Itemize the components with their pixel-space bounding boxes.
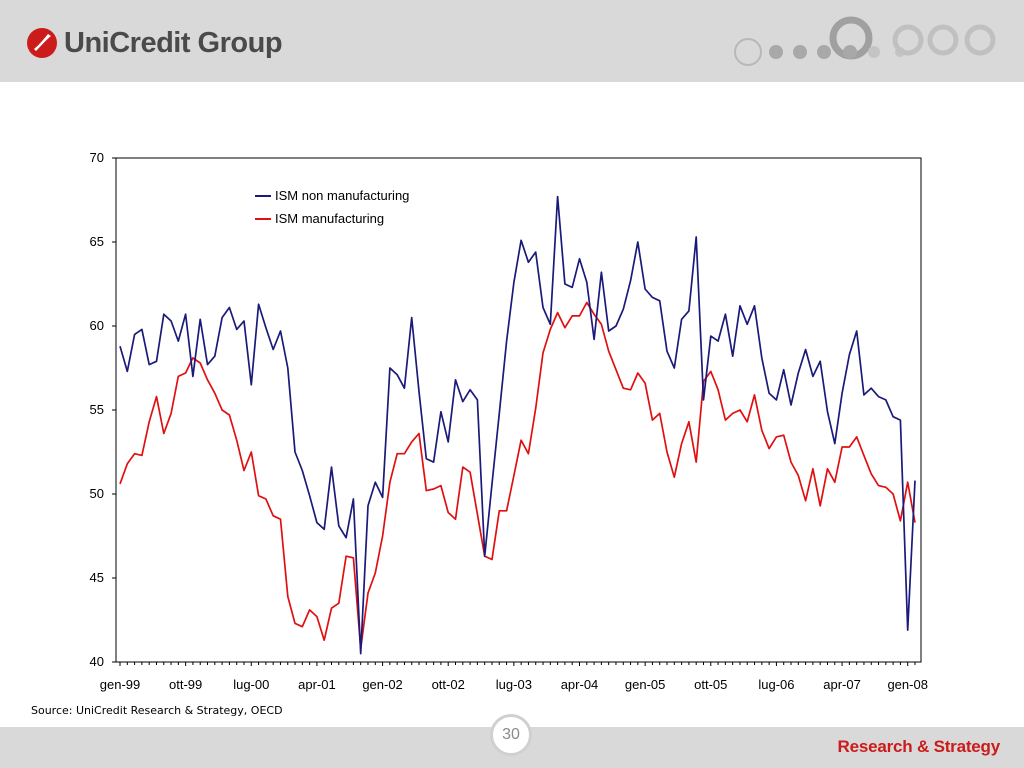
x-tick-label: lug-06 [758,677,794,692]
y-tick-label: 55 [90,402,104,417]
x-tick-label: gen-08 [887,677,927,692]
x-tick-label: gen-05 [625,677,665,692]
ism-line-chart: 40 45 50 55 60 65 70 gen-99 ott-99 lug-00 apr-01 ge… [90,150,928,692]
y-tick-label: 50 [90,486,104,501]
legend-label: ISM manufacturing [275,211,384,226]
x-tick-label: apr-07 [823,677,861,692]
x-tick-label: gen-02 [362,677,402,692]
y-tick-label: 70 [90,150,104,165]
x-tick-label: lug-00 [233,677,269,692]
x-tick-label: apr-04 [561,677,599,692]
y-tick-label: 40 [90,654,104,669]
logo-text: UniCredit Group [64,26,283,59]
plot-area [115,157,922,663]
x-tick-label: ott-05 [694,677,727,692]
legend-label: ISM non manufacturing [275,188,409,203]
x-tick-label: apr-01 [298,677,336,692]
source-note: Source: UniCredit Research & Strategy, O… [31,704,283,717]
header-band [0,0,1024,82]
x-tick-label: ott-02 [432,677,465,692]
series-line-ism-manufacturing [119,301,916,650]
y-tick-label: 45 [90,570,104,585]
decorative-circles-icon [734,16,996,66]
x-tick-label: gen-99 [100,677,140,692]
footer-brand: Research & Strategy [837,737,1001,756]
page-number: 30 [490,714,532,756]
unicredit-logo: UniCredit Group [26,24,283,62]
y-tick-label: 65 [90,234,104,249]
series-line-ism-non-manufacturing [119,195,916,655]
unicredit-logo-icon [27,28,57,58]
x-tick-label: lug-03 [496,677,532,692]
y-tick-label: 60 [90,318,104,333]
x-tick-label: ott-99 [169,677,202,692]
